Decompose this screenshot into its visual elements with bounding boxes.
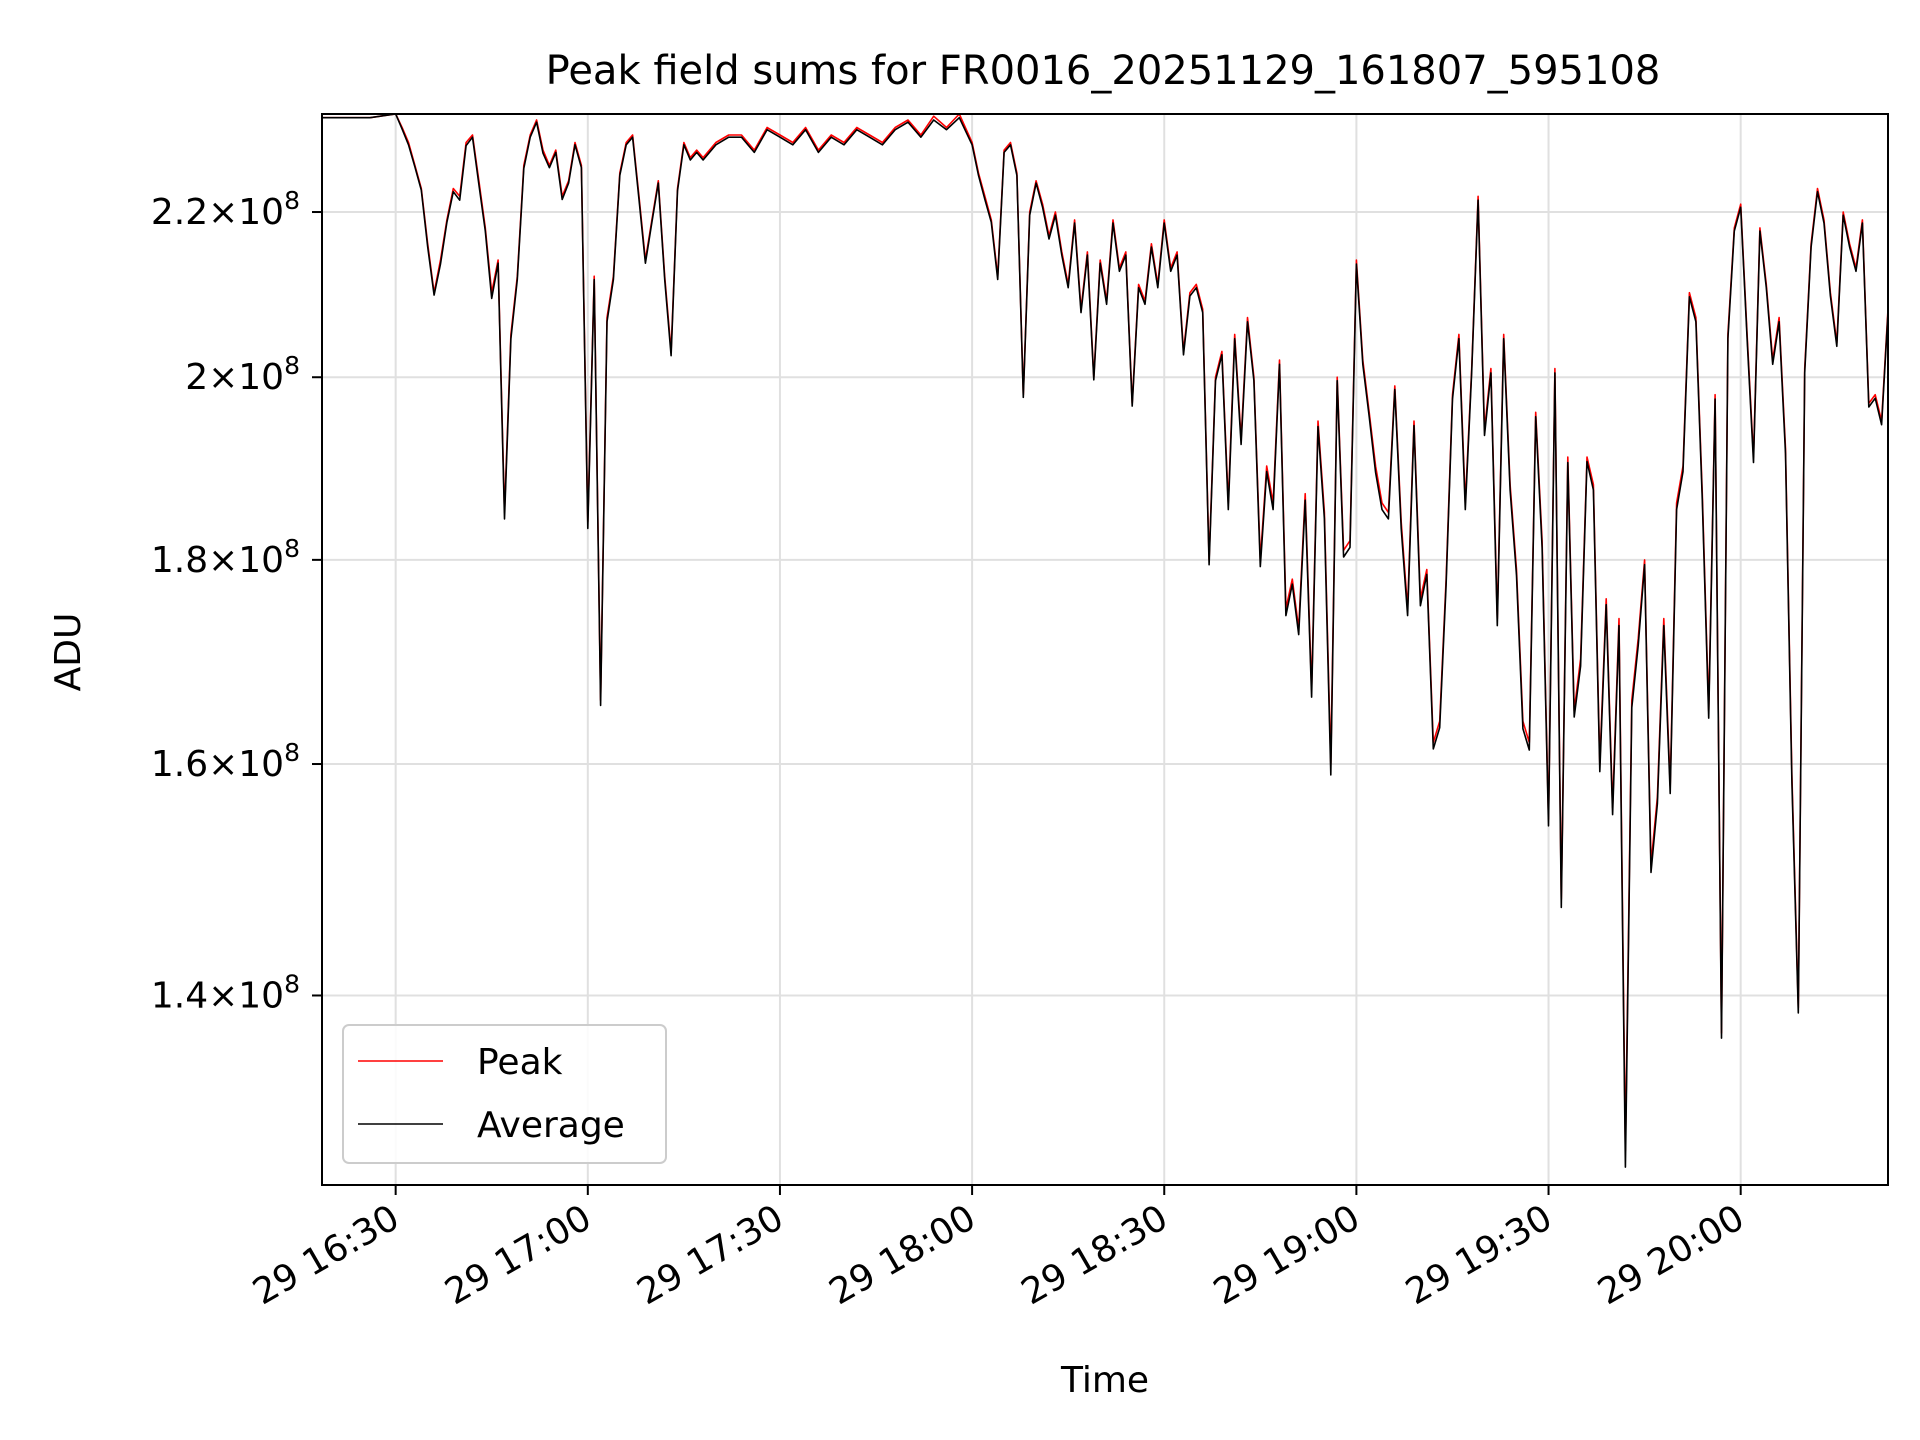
y-tick-mantissa: 1.8 bbox=[151, 540, 208, 581]
y-tick-exponent: 8 bbox=[284, 738, 300, 767]
grid-lines bbox=[322, 114, 1888, 1185]
legend-label-average: Average bbox=[477, 1105, 625, 1146]
plot-frame bbox=[321, 113, 1889, 1186]
y-tick-exponent: 8 bbox=[284, 186, 300, 215]
y-axis-label: ADU bbox=[48, 613, 89, 692]
plot-series bbox=[322, 114, 1888, 1168]
y-tick-mantissa: 1.6 bbox=[151, 744, 208, 785]
x-axis-label: Time bbox=[1060, 1360, 1149, 1401]
y-tick-label: 1.8×108 bbox=[151, 534, 300, 581]
y-tick-label: 1.4×108 bbox=[151, 969, 300, 1016]
y-tick-mantissa: 2.2 bbox=[151, 192, 208, 233]
series-line-average bbox=[322, 114, 1888, 1168]
y-tick-label: 2.2×108 bbox=[151, 186, 300, 233]
y-tick-mantissa: 1.4 bbox=[151, 975, 208, 1016]
y-tick-exponent: 8 bbox=[284, 969, 300, 998]
y-tick-mantissa: 2 bbox=[185, 357, 208, 398]
y-tick-label: 1.6×108 bbox=[151, 738, 300, 785]
y-tick-exponent: 8 bbox=[284, 534, 300, 563]
legend-box bbox=[342, 1024, 667, 1164]
legend: Peak Average bbox=[342, 1024, 667, 1164]
y-tick-label: 2×108 bbox=[185, 351, 300, 398]
y-axis-ticks: 1.4×108 1.6×108 1.8×108 2×108 2.2×108 bbox=[151, 186, 322, 1016]
legend-label-peak: Peak bbox=[477, 1042, 563, 1083]
chart-title: Peak field sums for FR0016_20251129_1618… bbox=[546, 48, 1661, 94]
y-tick-exponent: 8 bbox=[284, 351, 300, 380]
